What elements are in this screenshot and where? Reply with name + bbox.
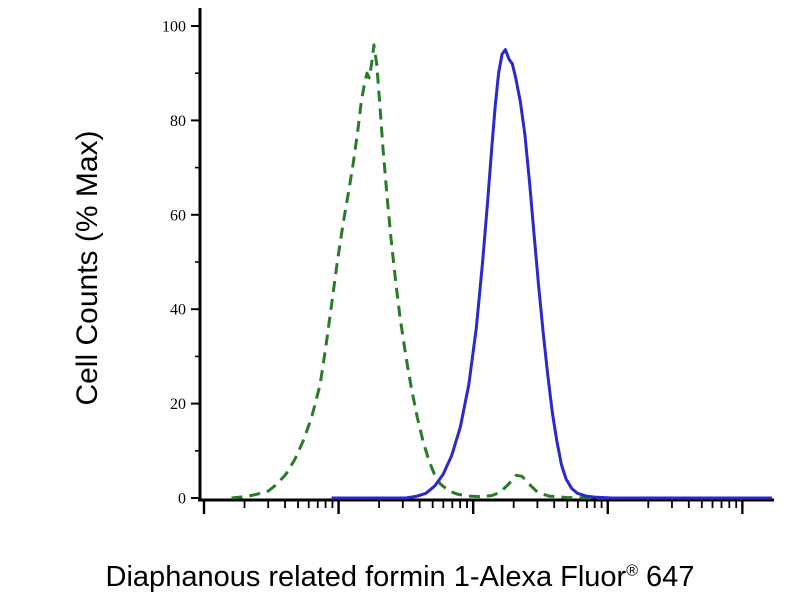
y-tick-label: 20 — [170, 396, 186, 413]
series-blue-solid-stained — [331, 48, 772, 500]
y-axis-label: Cell Counts (% Max) — [71, 130, 104, 406]
curves — [231, 43, 772, 500]
x-axis-ticks — [202, 500, 744, 514]
y-tick-label: 100 — [162, 19, 186, 36]
caption-suffix: 647 — [638, 561, 695, 593]
registered-trademark-symbol: ® — [626, 562, 638, 580]
y-tick-label: 0 — [178, 491, 186, 508]
caption-text: Diaphanous related formin 1-Alexa Fluor — [105, 561, 627, 593]
x-axis-caption: Diaphanous related formin 1-Alexa Fluor®… — [0, 561, 800, 594]
series-green-dashed-control — [231, 43, 612, 500]
y-tick-label: 80 — [170, 113, 186, 130]
y-tick-label: 60 — [170, 207, 186, 224]
y-axis-ticks: 0 20 40 60 80 100 — [162, 19, 200, 508]
y-tick-label: 40 — [170, 302, 186, 319]
axes — [198, 8, 774, 502]
